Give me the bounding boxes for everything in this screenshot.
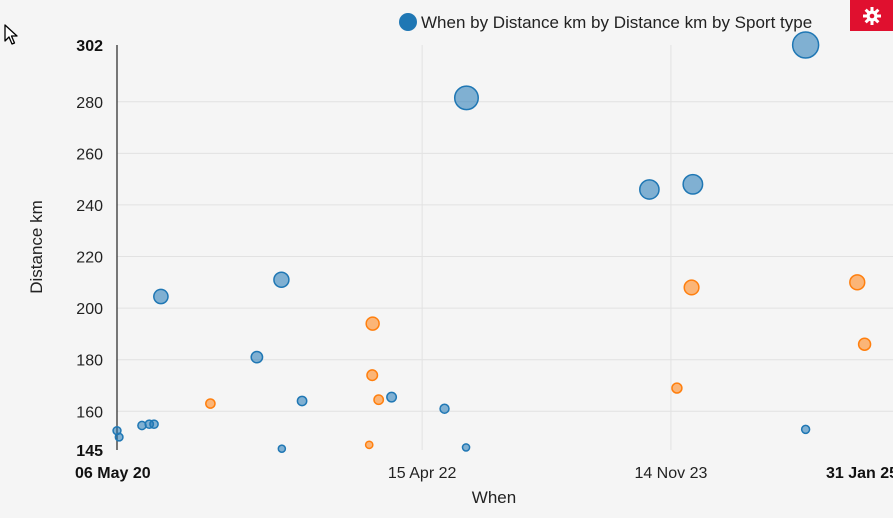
x-tick-label: 31 Jan 25 bbox=[826, 465, 893, 482]
data-point-series-0[interactable] bbox=[114, 432, 124, 442]
mouse-pointer-icon bbox=[4, 24, 18, 45]
data-point-series-0[interactable] bbox=[800, 424, 811, 435]
y-axis-title: Distance km bbox=[27, 200, 46, 294]
data-point-series-0[interactable] bbox=[277, 444, 287, 453]
grid bbox=[117, 45, 893, 450]
data-point-series-1[interactable] bbox=[205, 398, 216, 409]
settings-button[interactable] bbox=[850, 0, 893, 31]
x-tick-label: 15 Apr 22 bbox=[388, 465, 457, 482]
data-point-series-1[interactable] bbox=[365, 316, 380, 331]
gear-icon bbox=[862, 6, 881, 25]
data-point-series-1[interactable] bbox=[364, 440, 374, 450]
y-tick-label: 145 bbox=[76, 443, 103, 460]
x-tick-label: 14 Nov 23 bbox=[634, 465, 707, 482]
tick-labels: 145 160 180 200 220 240 260 280 302 06 May 20 15 A… bbox=[75, 38, 893, 482]
y-tick-label: 220 bbox=[76, 250, 103, 267]
data-point-series-1[interactable] bbox=[849, 274, 866, 291]
data-point-series-0[interactable] bbox=[439, 403, 450, 414]
legend[interactable]: When by Distance km by Distance km by Sp… bbox=[399, 13, 812, 32]
data-point-series-0[interactable] bbox=[639, 179, 660, 200]
data-point-series-0[interactable] bbox=[461, 443, 471, 452]
data-point-series-0[interactable] bbox=[682, 173, 704, 195]
data-point-series-0[interactable] bbox=[153, 288, 169, 305]
y-tick-label: 200 bbox=[76, 301, 103, 318]
data-point-series-0[interactable] bbox=[791, 31, 820, 59]
data-point-series-1[interactable] bbox=[366, 369, 379, 382]
y-tick-label: 302 bbox=[76, 38, 103, 55]
x-axis-title: When bbox=[472, 488, 516, 507]
legend-marker bbox=[399, 13, 417, 31]
data-point-series-1[interactable] bbox=[373, 394, 385, 406]
data-point-series-0[interactable] bbox=[386, 391, 398, 403]
legend-label: When by Distance km by Distance km by Sp… bbox=[421, 13, 812, 32]
data-point-series-0[interactable] bbox=[250, 350, 264, 364]
data-point-series-1[interactable] bbox=[683, 279, 700, 296]
data-point-series-0[interactable] bbox=[273, 271, 290, 288]
data-point-series-1[interactable] bbox=[671, 382, 683, 394]
y-tick-label: 180 bbox=[76, 353, 103, 370]
x-tick-label: 06 May 20 bbox=[75, 465, 151, 482]
data-points bbox=[112, 31, 872, 453]
y-tick-label: 240 bbox=[76, 198, 103, 215]
data-point-series-1[interactable] bbox=[857, 337, 872, 351]
y-tick-label: 280 bbox=[76, 95, 103, 112]
data-point-series-0[interactable] bbox=[453, 85, 479, 111]
y-tick-label: 160 bbox=[76, 404, 103, 421]
y-tick-label: 260 bbox=[76, 146, 103, 163]
data-point-series-0[interactable] bbox=[296, 395, 308, 407]
data-point-series-0[interactable] bbox=[149, 419, 159, 430]
